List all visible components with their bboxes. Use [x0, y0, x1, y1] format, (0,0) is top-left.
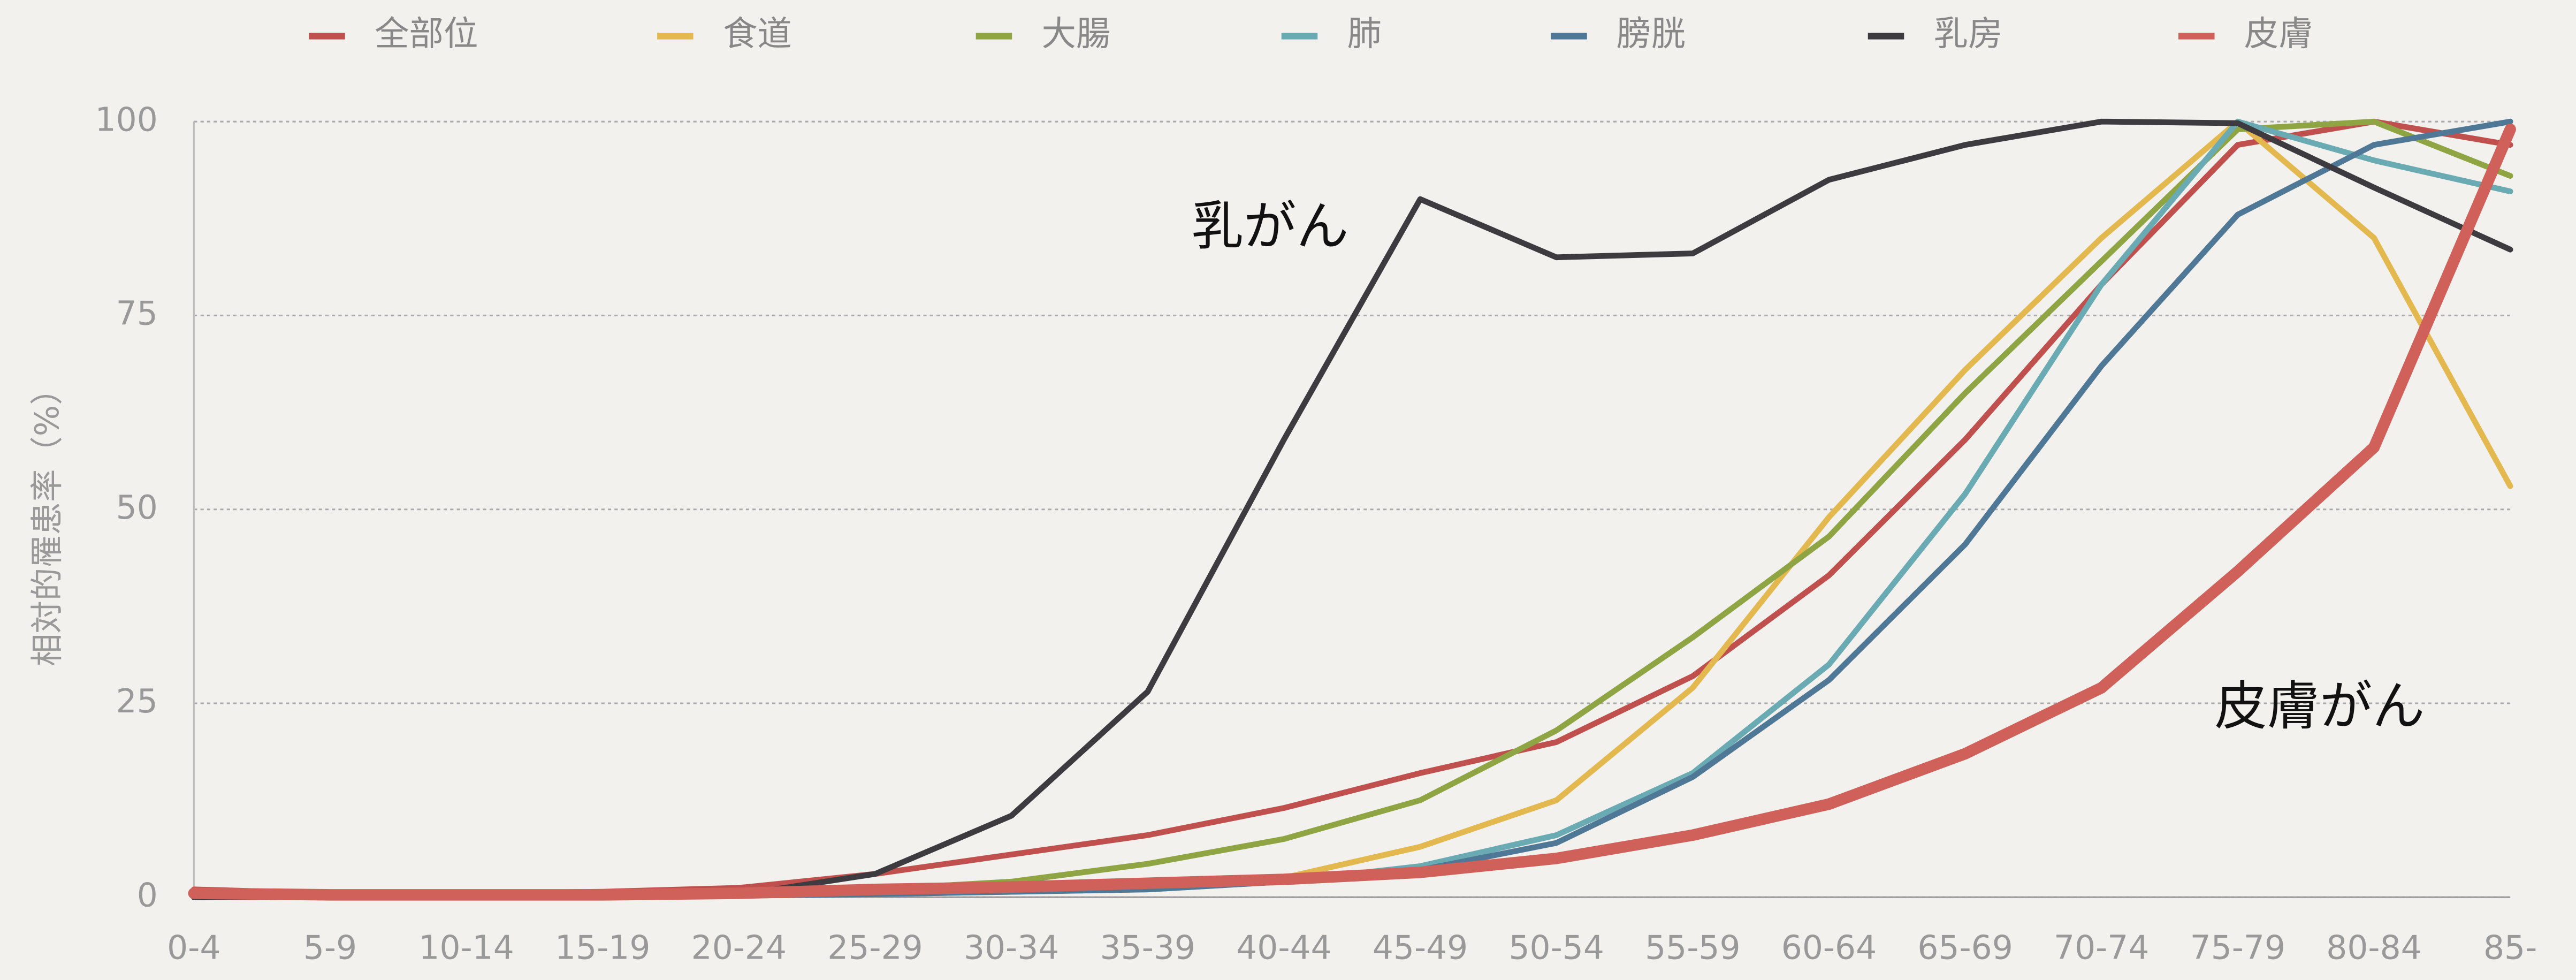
x-tick-label: 10-14: [418, 929, 514, 967]
x-tick-label: 65-69: [1917, 929, 2013, 967]
x-tick-label: 85-: [2483, 929, 2537, 967]
x-tick-label: 50-54: [1508, 929, 1604, 967]
x-tick-label: 80-84: [2326, 929, 2421, 967]
x-tick-label: 25-29: [827, 929, 923, 967]
x-tick-label: 60-64: [1781, 929, 1877, 967]
annotation: 乳がん: [1191, 196, 1349, 257]
x-tick-label: 30-34: [964, 929, 1059, 967]
x-tick-label: 45-49: [1373, 929, 1468, 967]
legend-label: 食道: [723, 14, 792, 54]
legend-label: 全部位: [375, 14, 478, 54]
x-tick-label: 15-19: [555, 929, 650, 967]
x-tick-label: 0-4: [167, 929, 220, 967]
x-tick-label: 5-9: [303, 929, 357, 967]
y-tick-label: 50: [116, 489, 158, 527]
y-axis-label: 相対的罹患率（%）: [28, 372, 66, 666]
legend-label: 膀胱: [1617, 14, 1686, 54]
x-tick-label: 55-59: [1645, 929, 1740, 967]
y-tick-label: 0: [137, 876, 158, 914]
x-tick-label: 40-44: [1236, 929, 1331, 967]
series-line: [188, 123, 2516, 901]
x-tick-label: 20-24: [691, 929, 787, 967]
legend-label: 肺: [1347, 14, 1382, 54]
y-tick-label: 75: [116, 295, 158, 333]
y-tick-label: 100: [95, 101, 158, 139]
legend-label: 皮膚: [2244, 14, 2313, 54]
legend-label: 乳房: [1934, 14, 2003, 54]
x-tick-label: 75-79: [2190, 929, 2285, 967]
legend-label: 大腸: [1041, 14, 1110, 54]
annotation: 皮膚がん: [2215, 676, 2425, 737]
x-tick-label: 35-39: [1100, 929, 1195, 967]
y-tick-label: 25: [116, 682, 158, 720]
x-tick-label: 70-74: [2054, 929, 2149, 967]
